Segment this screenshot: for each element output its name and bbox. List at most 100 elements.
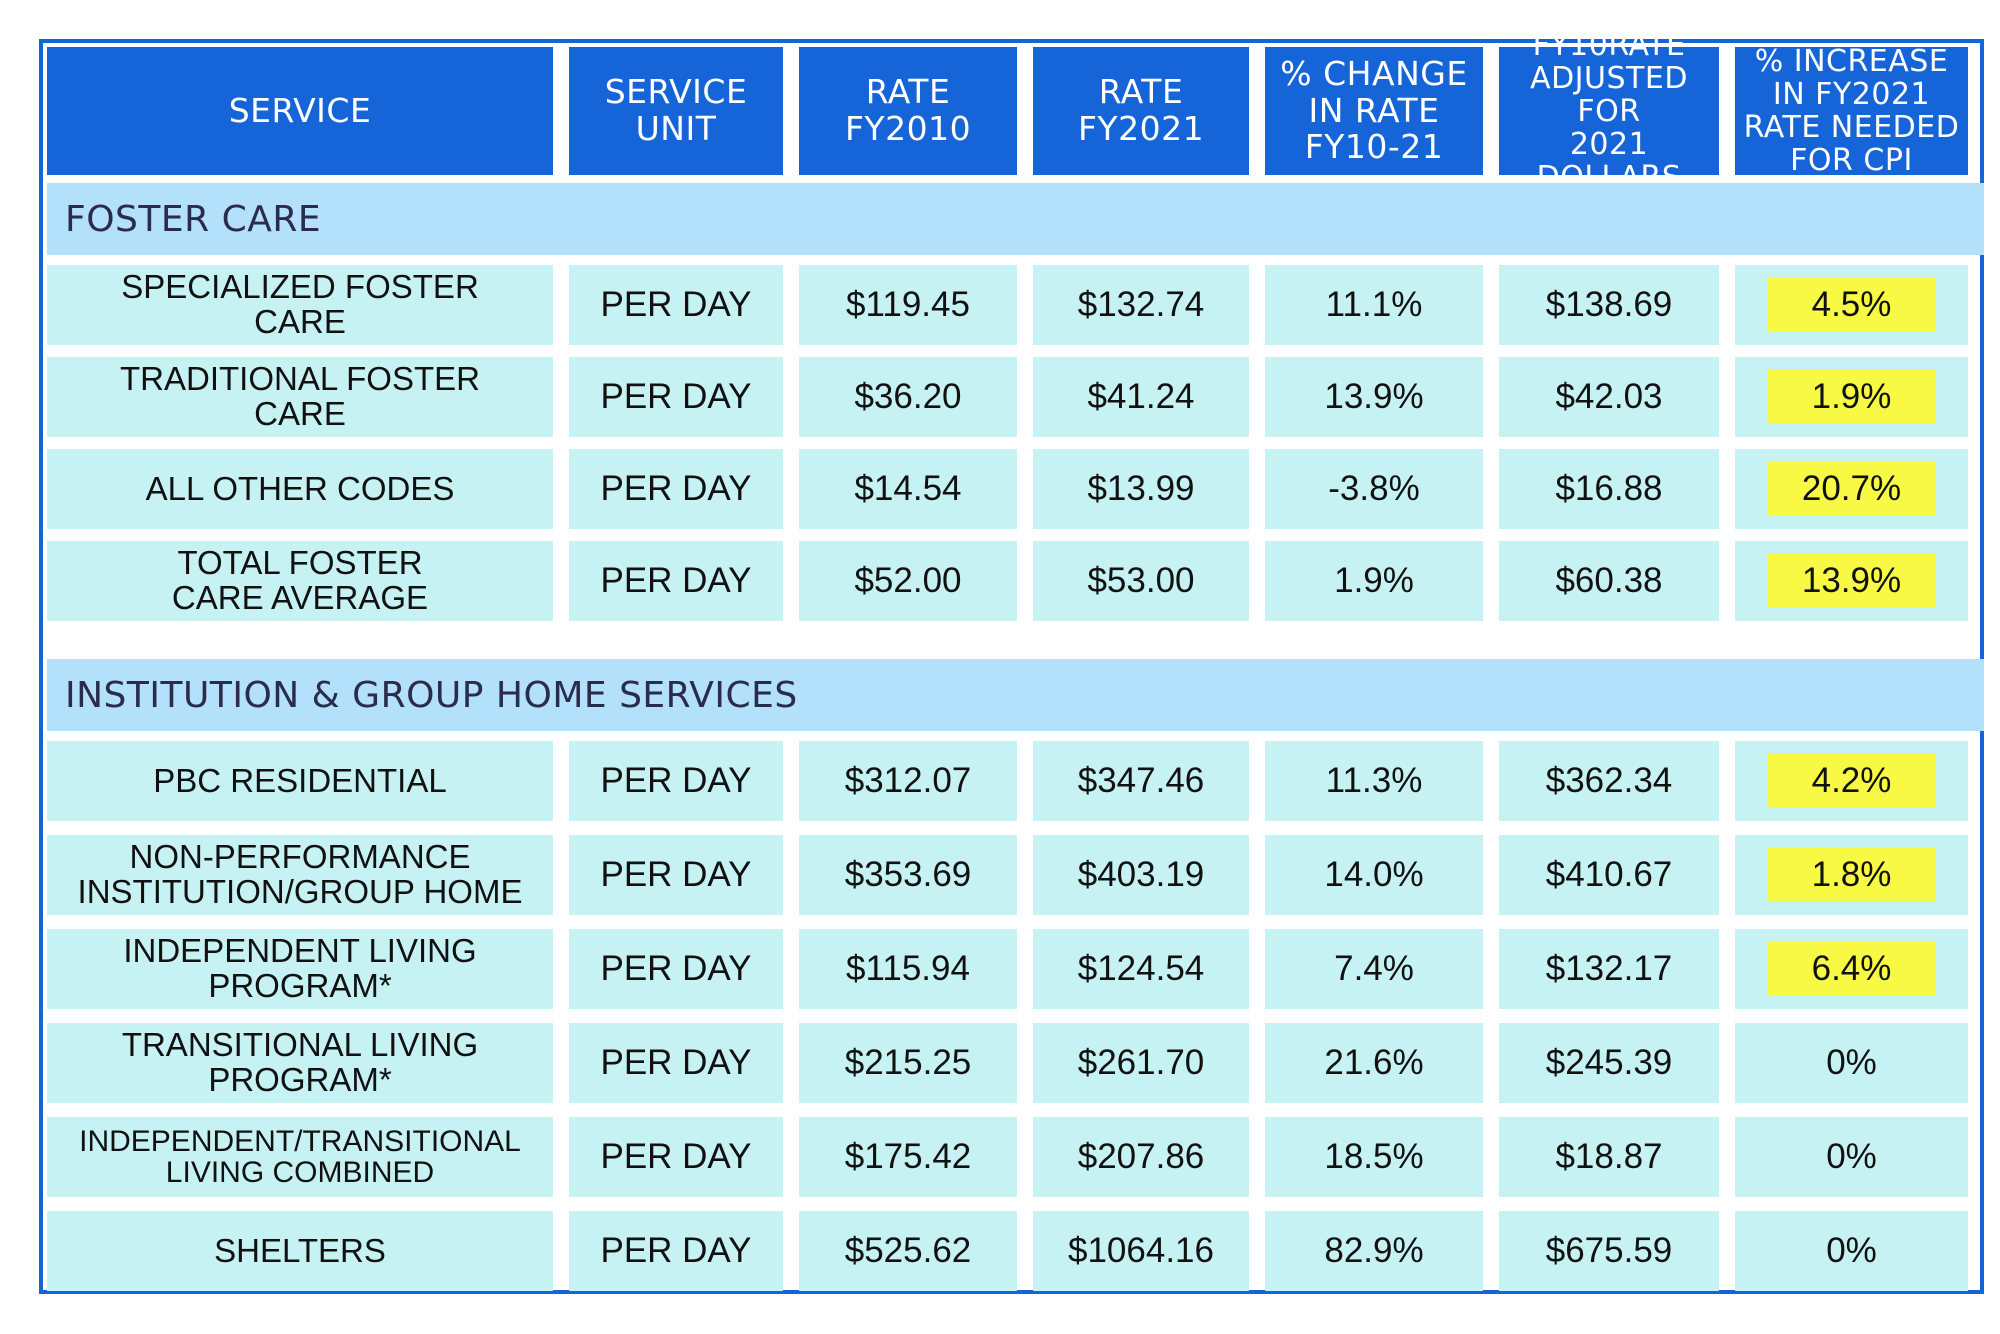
fy10-adjusted-cell: $138.69 — [1499, 265, 1719, 345]
service-unit-value: PER DAY — [600, 376, 752, 416]
text-line: RATE — [1098, 72, 1184, 112]
service-name: INDEPENDENT LIVING PROGRAM* — [123, 934, 476, 1003]
rate-fy2021-value: $124.54 — [1077, 948, 1205, 988]
fy10-adjusted-value: $42.03 — [1555, 376, 1663, 416]
text-line: RATE — [865, 72, 951, 112]
text-line: NON-PERFORMANCE — [129, 838, 471, 876]
column-header-text: RATE FY2021 — [1078, 72, 1204, 148]
pct-change-cell: 21.6% — [1265, 1023, 1483, 1103]
text-line: CARE — [254, 303, 346, 340]
pct-change-value: 13.9% — [1324, 376, 1424, 416]
pct-change-cell: -3.8% — [1265, 449, 1483, 529]
pct-increase-needed-value: 1.9% — [1767, 370, 1936, 424]
rate-fy2010-cell: $525.62 — [799, 1211, 1017, 1291]
service-unit-cell: PER DAY — [569, 929, 783, 1009]
service-unit-value: PER DAY — [600, 1042, 752, 1082]
service-unit-cell: PER DAY — [569, 741, 783, 821]
service-name: PBC RESIDENTIAL — [153, 763, 446, 799]
text-line: INDEPENDENT/TRANSITIONAL — [79, 1124, 521, 1158]
column-header: RATE FY2010 — [799, 47, 1017, 175]
pct-increase-needed-cell: 1.9% — [1735, 357, 1968, 437]
text-line: PROGRAM* — [208, 967, 392, 1004]
rate-fy2010-value: $36.20 — [854, 376, 962, 416]
fy10-adjusted-cell: $245.39 — [1499, 1023, 1719, 1103]
text-line: PROGRAM* — [208, 1061, 392, 1098]
rate-fy2010-value: $52.00 — [854, 560, 962, 600]
fy10-adjusted-cell: $18.87 — [1499, 1117, 1719, 1197]
text-line: FY10RATE — [1532, 27, 1686, 63]
pct-change-value: 11.3% — [1325, 760, 1423, 800]
fy10-adjusted-cell: $675.59 — [1499, 1211, 1719, 1291]
pct-increase-needed-value: 0% — [1826, 1042, 1877, 1082]
text-line: FY2010 — [844, 109, 972, 148]
rate-fy2021-cell: $1064.16 — [1033, 1211, 1249, 1291]
service-cell: SHELTERS — [47, 1211, 553, 1291]
pct-increase-needed-cell: 1.8% — [1735, 835, 1968, 915]
text-line: CARE AVERAGE — [171, 579, 429, 616]
fy10-adjusted-value: $410.67 — [1545, 854, 1673, 894]
section-title: FOSTER CARE — [47, 183, 1984, 255]
pct-change-cell: 11.3% — [1265, 741, 1483, 821]
text-line: SERVICE — [228, 90, 372, 130]
service-unit-cell: PER DAY — [569, 265, 783, 345]
rate-fy2010-cell: $215.25 — [799, 1023, 1017, 1103]
text-line: % CHANGE — [1280, 53, 1468, 93]
service-unit-value: PER DAY — [600, 468, 752, 508]
rate-fy2021-value: $13.99 — [1087, 468, 1195, 508]
service-cell: SPECIALIZED FOSTER CARE — [47, 265, 553, 345]
column-header: SERVICE — [47, 47, 553, 175]
rate-fy2010-value: $115.94 — [846, 948, 970, 988]
service-unit-cell: PER DAY — [569, 835, 783, 915]
column-header: % INCREASE IN FY2021 RATE NEEDED FOR CPI — [1735, 45, 1968, 177]
column-header: RATE FY2021 — [1033, 47, 1249, 175]
service-cell: NON-PERFORMANCE INSTITUTION/GROUP HOME — [47, 835, 553, 915]
rate-fy2010-value: $119.45 — [846, 284, 970, 324]
pct-increase-needed-cell: 6.4% — [1735, 929, 1968, 1009]
column-header-text: FY10RATE ADJUSTED FOR 2021 DOLLARS — [1505, 29, 1713, 194]
rate-fy2010-cell: $14.54 — [799, 449, 1017, 529]
service-unit-cell: PER DAY — [569, 1023, 783, 1103]
text-line: SHELTERS — [214, 1231, 386, 1269]
pct-increase-needed-cell: 4.5% — [1735, 265, 1968, 345]
rate-fy2021-value: $132.74 — [1077, 284, 1205, 324]
rate-fy2021-cell: $53.00 — [1033, 541, 1249, 621]
service-name: TOTAL FOSTER CARE AVERAGE — [172, 546, 428, 615]
text-line: RATE NEEDED — [1743, 110, 1960, 145]
service-cell: PBC RESIDENTIAL — [47, 741, 553, 821]
rate-fy2021-cell: $132.74 — [1033, 265, 1249, 345]
pct-increase-needed-value: 1.8% — [1767, 848, 1936, 902]
service-unit-cell: PER DAY — [569, 1117, 783, 1197]
text-line: FY10-21 — [1304, 127, 1444, 167]
pct-change-value: -3.8% — [1328, 468, 1420, 508]
text-line: ADJUSTED — [1530, 60, 1688, 96]
service-unit-cell: PER DAY — [569, 1211, 783, 1291]
pct-change-cell: 7.4% — [1265, 929, 1483, 1009]
service-unit-value: PER DAY — [600, 948, 752, 988]
service-cell: TOTAL FOSTER CARE AVERAGE — [47, 541, 553, 621]
pct-change-cell: 11.1% — [1265, 265, 1483, 345]
rate-fy2021-cell: $124.54 — [1033, 929, 1249, 1009]
fy10-adjusted-value: $245.39 — [1545, 1042, 1673, 1082]
text-line: ALL OTHER CODES — [145, 469, 455, 507]
rate-fy2010-value: $312.07 — [844, 760, 972, 800]
pct-change-cell: 14.0% — [1265, 835, 1483, 915]
rate-fy2010-cell: $119.45 — [799, 265, 1017, 345]
pct-change-cell: 82.9% — [1265, 1211, 1483, 1291]
pct-change-cell: 1.9% — [1265, 541, 1483, 621]
pct-increase-needed-cell: 4.2% — [1735, 741, 1968, 821]
service-cell: INDEPENDENT/TRANSITIONAL LIVING COMBINED — [47, 1117, 553, 1197]
pct-change-value: 18.5% — [1324, 1136, 1424, 1176]
pct-increase-needed-cell: 0% — [1735, 1023, 1968, 1103]
fy10-adjusted-value: $138.69 — [1545, 284, 1673, 324]
pct-increase-needed-value: 6.4% — [1767, 942, 1936, 996]
fy10-adjusted-value: $132.17 — [1545, 948, 1673, 988]
text-line: LIVING COMBINED — [165, 1156, 435, 1189]
service-name: INDEPENDENT/TRANSITIONAL LIVING COMBINED — [79, 1124, 521, 1189]
service-cell: INDEPENDENT LIVING PROGRAM* — [47, 929, 553, 1009]
fy10-adjusted-cell: $60.38 — [1499, 541, 1719, 621]
fy10-adjusted-cell: $132.17 — [1499, 929, 1719, 1009]
text-line: TRANSITIONAL LIVING — [121, 1026, 479, 1064]
service-cell: TRADITIONAL FOSTER CARE — [47, 357, 553, 437]
service-unit-cell: PER DAY — [569, 449, 783, 529]
service-cell: ALL OTHER CODES — [47, 449, 553, 529]
